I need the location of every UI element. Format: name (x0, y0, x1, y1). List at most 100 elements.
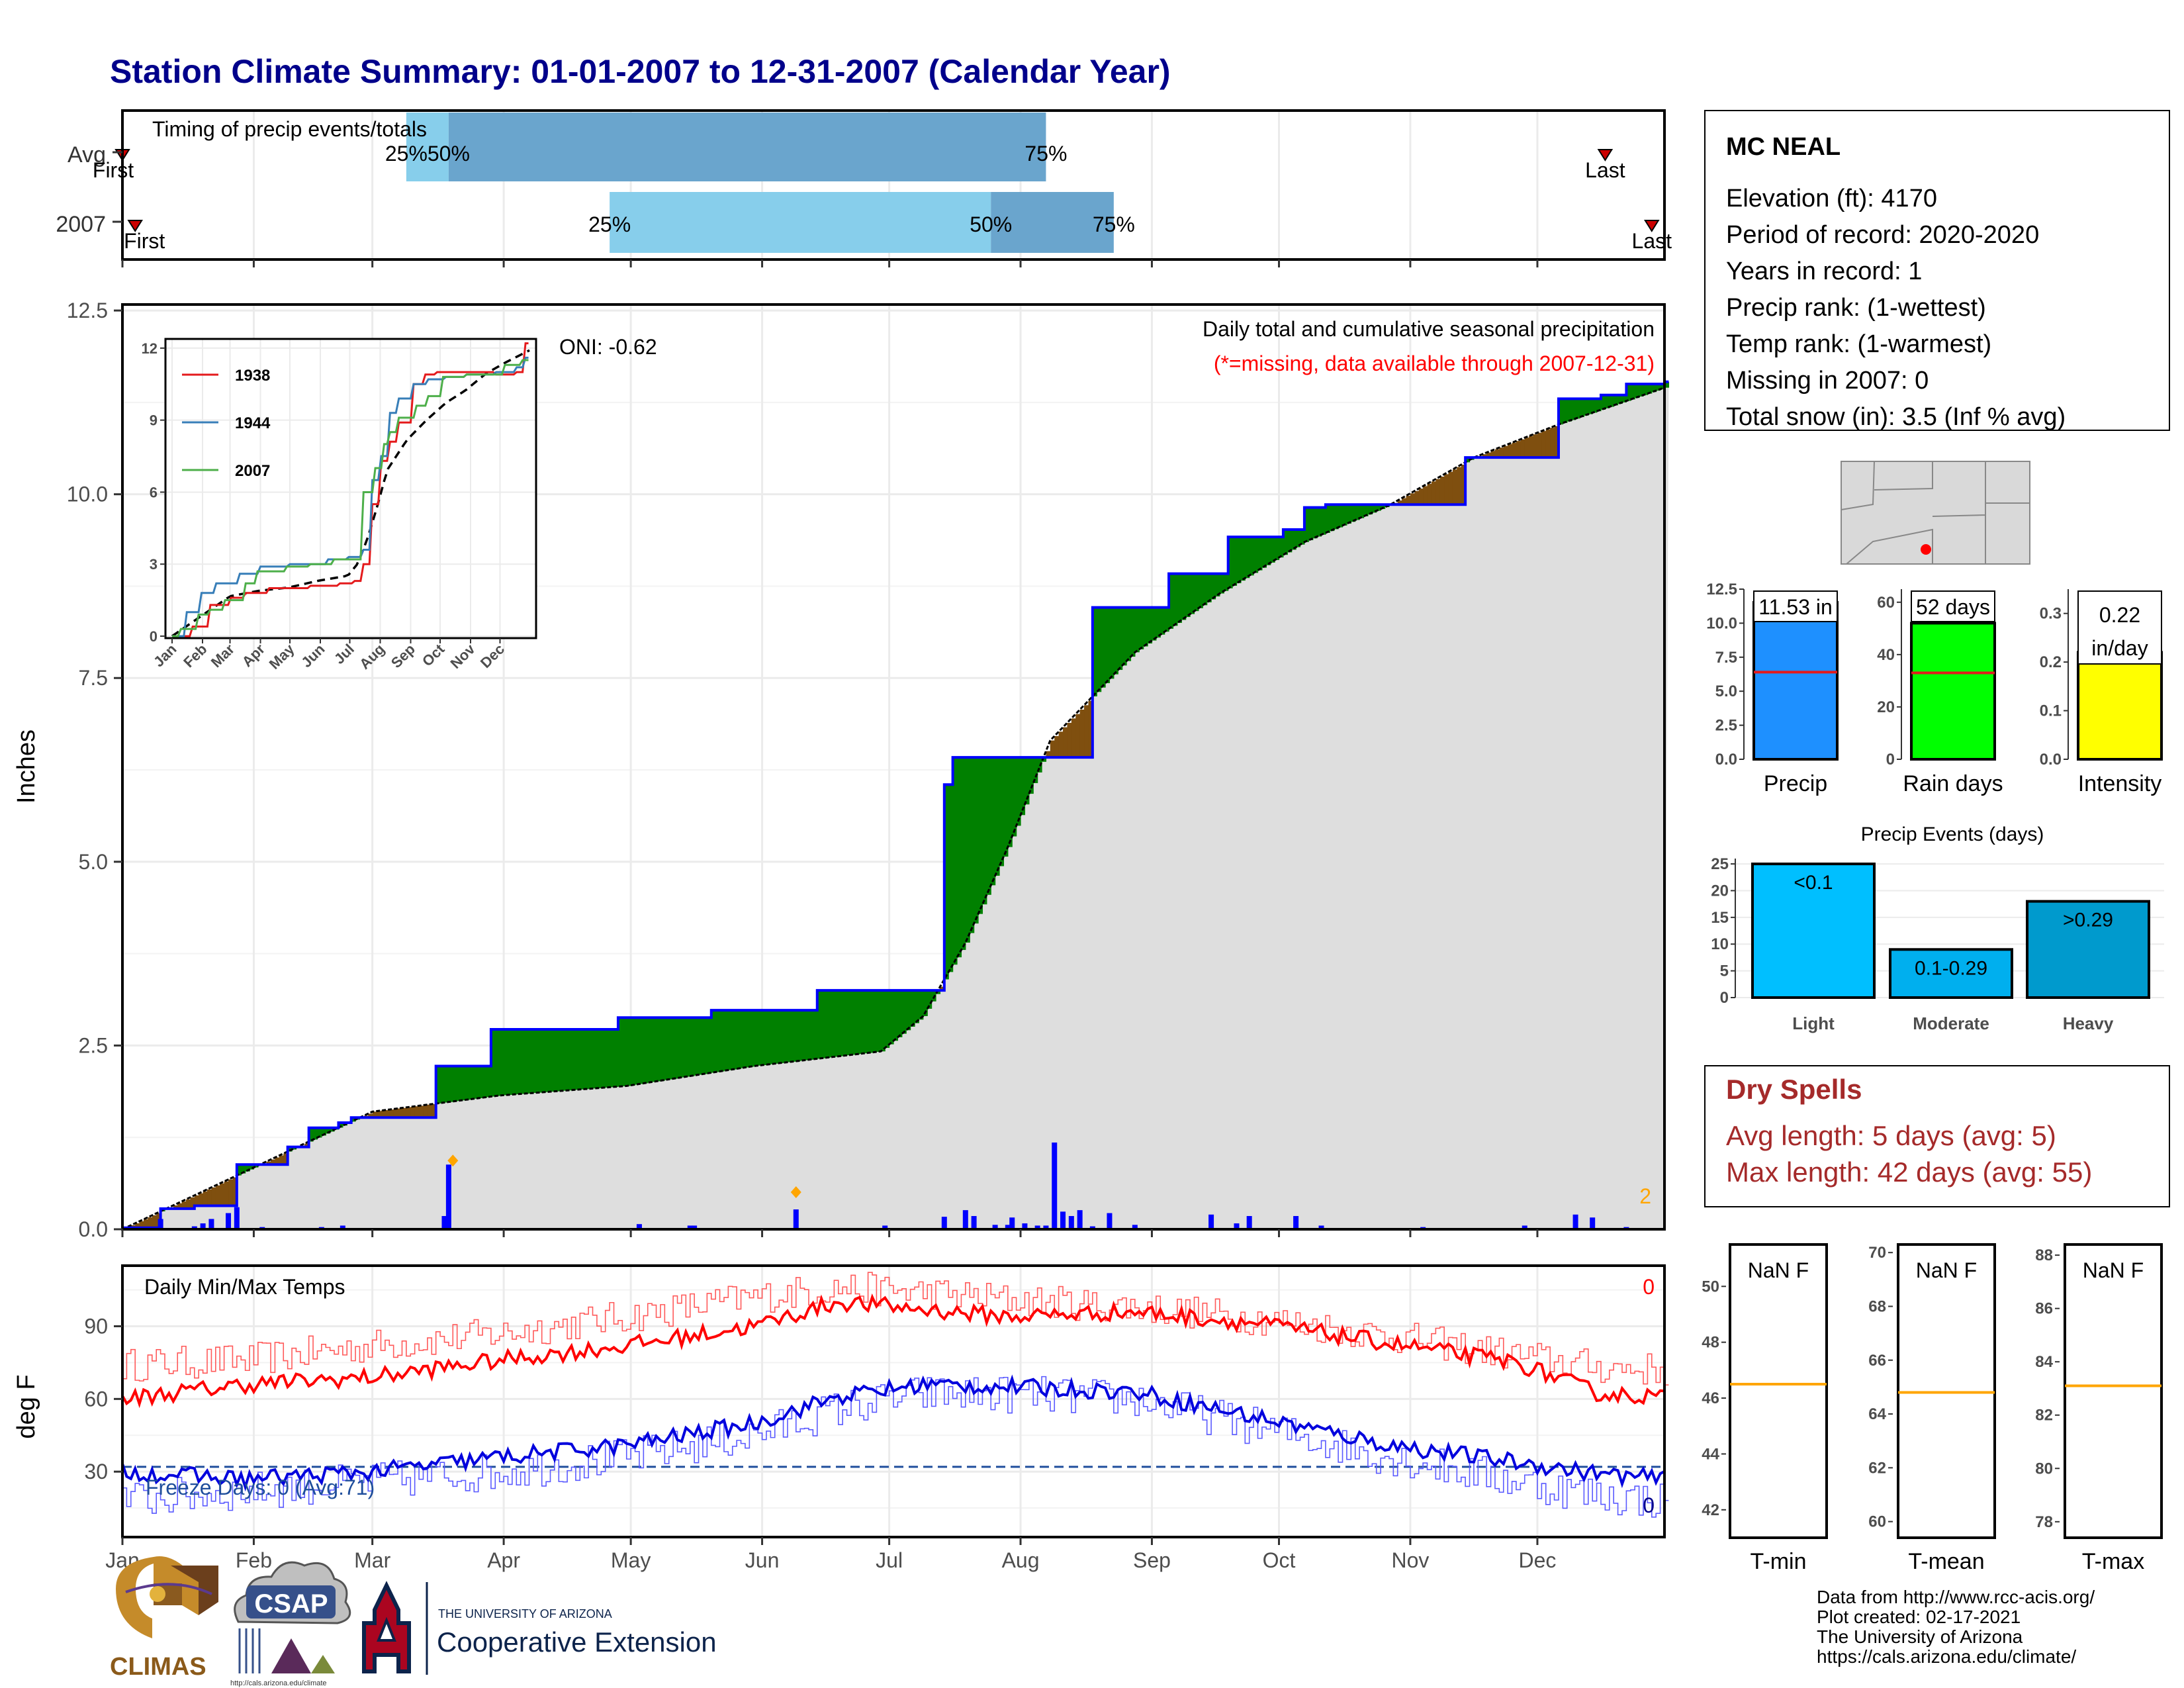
precip-anomaly-day (266, 1161, 271, 1165)
precip-ytick-label-5: 12.5 (67, 299, 108, 322)
precip-anomaly-day (1334, 504, 1339, 530)
precip-anomaly-day (194, 1195, 199, 1206)
precip-anomaly-day (1499, 447, 1504, 458)
precip-anomaly-day (1626, 384, 1631, 401)
summary-label-0: Precip (1764, 771, 1827, 796)
timing-p25-label-1: 25% (588, 212, 631, 236)
precip-anomaly-day (1109, 607, 1115, 679)
precip-anomaly-day (1482, 454, 1487, 458)
precip-anomaly-day (1240, 537, 1246, 581)
daily-precip-bar (1246, 1216, 1252, 1229)
daily-precip-bar (1590, 1217, 1596, 1229)
precip-anomaly-day (982, 757, 987, 905)
precip-anomaly-day (901, 990, 907, 1034)
precip-anomaly-day (338, 1123, 343, 1128)
dry-spells-box: Dry Spells Avg length: 5 days (avg: 5) M… (1704, 1065, 2170, 1207)
temp-box-ytick-label-2-4: 86 (2035, 1300, 2053, 1318)
precip-anomaly-day (1550, 428, 1555, 458)
daily-precip-bar (1043, 1225, 1049, 1229)
inset-xtick-label-10: Nov (447, 640, 478, 672)
timing-panel: Timing of precip events/totals Avg 2007 … (56, 109, 1672, 267)
daily-precip-bar (1034, 1225, 1040, 1229)
precip-anomaly-day (1021, 757, 1026, 816)
precip-anomaly-day (1545, 429, 1551, 458)
summary-chart-rain-days: 0 20 40 60 Rain days 52 days (1877, 589, 2003, 796)
precip-anomaly-day (1101, 607, 1106, 688)
precip-anomaly-day (779, 1010, 784, 1064)
precip-anomaly-day (643, 1017, 649, 1084)
precip-anomaly-day (631, 1017, 636, 1086)
cumulative-2007-line (122, 380, 1669, 1229)
precip-anomaly-day (215, 1185, 220, 1206)
inset-xtick-label-4: May (266, 640, 298, 672)
daily-precip-bar (1009, 1217, 1015, 1229)
month-label-sep: Sep (1133, 1548, 1171, 1572)
precip-anomaly-day (1122, 607, 1127, 666)
precip-anomaly-day (1355, 504, 1360, 520)
timing-row-label-avg: Avg (68, 142, 106, 167)
precip-anomaly-day (893, 990, 899, 1041)
event-range-1: 0.1-0.29 (1915, 957, 1987, 979)
precip-anomaly-day (660, 1017, 665, 1081)
precip-anomaly-day (253, 1164, 259, 1168)
summary-chart-precip: 0.0 2.5 5.0 7.5 10.0 12.5 Precip 11.53 in (1706, 581, 1844, 796)
precip-anomaly-day (952, 757, 958, 965)
precip-anomaly-day (1046, 751, 1051, 758)
precip-anomaly-day (1410, 493, 1415, 505)
events-ytick-label-2: 10 (1711, 935, 1729, 953)
precip-anomaly-day (1075, 714, 1081, 758)
precip-anomaly-day (711, 1010, 716, 1073)
timing-row-label-2007: 2007 (56, 212, 106, 237)
summary-value-2-a: 0.22 (2099, 603, 2140, 627)
inset-xtick-label-1: Feb (180, 641, 210, 671)
daily-precip-bar (971, 1216, 977, 1229)
precip-anomaly-day (1660, 384, 1665, 389)
inset-ytick-label-2: 6 (150, 484, 158, 500)
summary-label-1: Rain days (1903, 771, 2003, 796)
precip-anomaly-day (567, 1029, 572, 1091)
precip-anomaly-day (1503, 445, 1508, 458)
events-ytick-label-4: 20 (1711, 882, 1729, 900)
precip-anomaly-day (465, 1066, 471, 1100)
temp-box-ytick-label-2-5: 88 (2035, 1246, 2053, 1264)
precip-anomaly-day (690, 1017, 695, 1076)
precip-anomaly-day (601, 1029, 606, 1088)
precip-anomaly-day (1600, 395, 1606, 410)
temp-box-frame-1 (1897, 1243, 1996, 1539)
precip-anomaly-day (774, 1010, 780, 1064)
precip-anomaly-day (410, 1107, 416, 1118)
precip-anomaly-day (1656, 384, 1661, 391)
summary-bar-charts: 0.0 2.5 5.0 7.5 10.0 12.5 Precip 11.53 in 0 20 40 6… (1706, 581, 2168, 796)
precip-anomaly-day (978, 757, 983, 914)
summary-ytick-label-1-1: 20 (1877, 698, 1895, 716)
precip-anomaly-day (610, 1029, 615, 1088)
inset-xtick-label-0: Jan (150, 641, 179, 670)
temp-box-ytick-label-1-0: 60 (1868, 1513, 1886, 1531)
precip-anomaly-day (529, 1029, 534, 1094)
precip-anomaly-day (1630, 384, 1635, 400)
precip-anomaly-day (961, 757, 966, 951)
temp-box-value-2: NaN F (2083, 1258, 2144, 1282)
precip-anomaly-day (1219, 573, 1224, 594)
daily-precip-bar (226, 1213, 232, 1229)
temps-top-count: 0 (1643, 1275, 1655, 1299)
daily-precip-bar (636, 1224, 642, 1229)
precip-anomaly-day (1414, 491, 1420, 505)
precip-anomaly-day (427, 1104, 432, 1118)
daily-precip-bar (1052, 1142, 1058, 1229)
events-title: Precip Events (days) (1861, 823, 2044, 845)
precip-anomaly-day (1126, 607, 1132, 661)
precip-anomaly-day (1300, 529, 1305, 545)
precip-anomaly-day (783, 1010, 788, 1063)
summary-ytick-label-2-1: 0.1 (2040, 702, 2062, 720)
precip-anomaly-day (1461, 464, 1466, 505)
precip-anomaly-day (1097, 607, 1102, 692)
precip-anomaly-day (723, 1010, 729, 1071)
summary-ytick-label-0-2: 5.0 (1715, 682, 1737, 700)
precip-anomaly-day (1236, 537, 1242, 584)
precip-anomaly-day (668, 1017, 674, 1080)
precip-anomaly-day (575, 1029, 580, 1090)
precip-anomaly-day (948, 784, 954, 972)
precip-anomaly-day (792, 1010, 797, 1062)
precip-anomaly-day (872, 990, 877, 1053)
